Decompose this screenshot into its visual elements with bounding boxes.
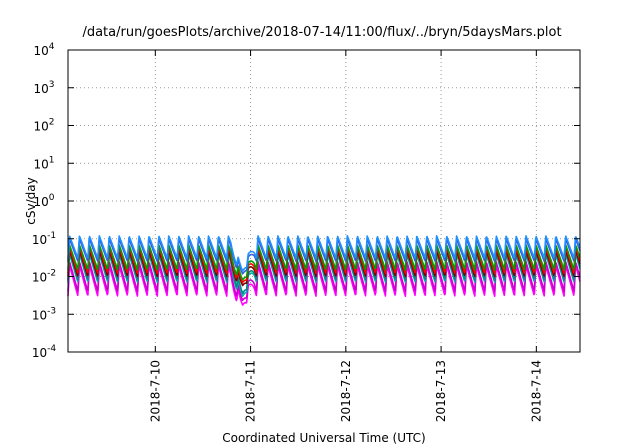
series-line — [67, 260, 581, 302]
y-tick-label: 101 — [33, 155, 54, 171]
x-axis-label: Coordinated Universal Time (UTC) — [222, 431, 425, 445]
series-line — [67, 238, 581, 275]
y-axis: 10-4 10-3 10-2 10-1 100 101 102 103 104 — [32, 42, 580, 360]
chart-title: /data/run/goesPlots/archive/2018-07-14/1… — [82, 25, 561, 40]
series-line — [67, 246, 581, 284]
x-tick-label: 2018-7-14 — [529, 360, 543, 422]
series-group — [67, 235, 581, 306]
series-line — [67, 243, 581, 281]
x-tick-label: 2018-7-10 — [148, 360, 162, 422]
x-axis: 2018-7-10 2018-7-11 2018-7-12 2018-7-13 2018… — [148, 50, 543, 422]
y-tick-label: 102 — [33, 118, 54, 134]
y-tick-label: 10-3 — [32, 306, 56, 322]
series-line — [67, 264, 581, 306]
y-tick-label: 100 — [33, 193, 54, 209]
series-line — [67, 249, 581, 287]
y-axis-label: cSv/day — [24, 177, 38, 224]
y-tick-label: 10-1 — [32, 231, 56, 247]
y-tick-label: 10-4 — [32, 344, 57, 360]
x-tick-label: 2018-7-12 — [339, 360, 353, 422]
series-line — [67, 235, 581, 272]
series-line — [67, 251, 581, 295]
y-tick-label: 10-2 — [32, 269, 56, 285]
x-tick-label: 2018-7-11 — [244, 360, 258, 422]
y-tick-label: 104 — [33, 42, 54, 58]
y-tick-label: 103 — [33, 80, 54, 96]
grid — [68, 50, 580, 352]
x-tick-label: 2018-7-13 — [434, 360, 448, 422]
